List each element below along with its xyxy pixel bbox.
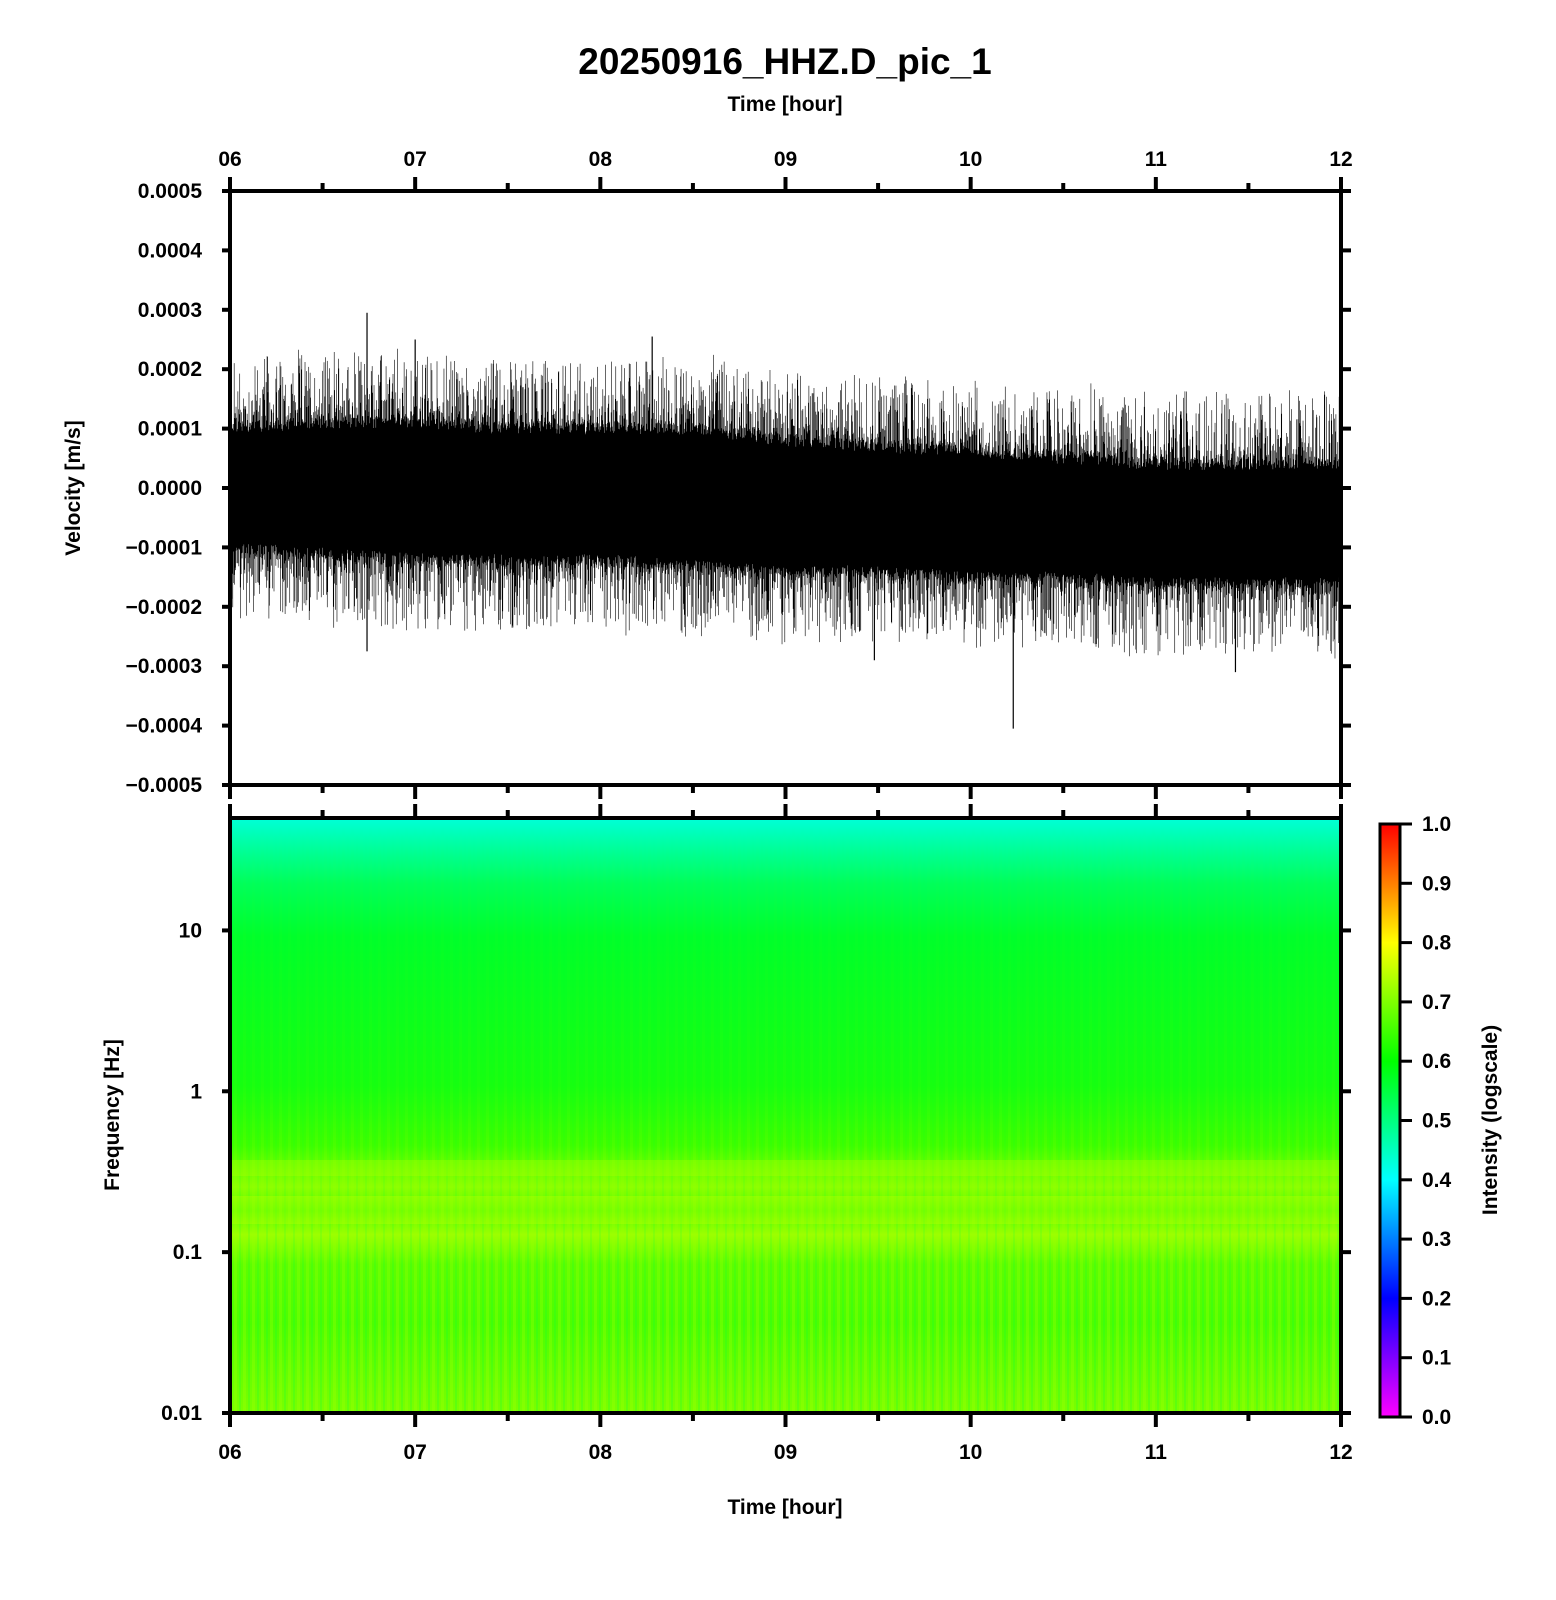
bottom-x-tick-label: 12 <box>1329 1441 1352 1464</box>
frequency-axis-label: Frequency [Hz] <box>101 1039 124 1191</box>
waveform-panel: 06 07 08 09 10 11 12 0.00050.00040.00030.00020… <box>126 148 1353 799</box>
frequency-tick-label: 10 <box>179 919 202 942</box>
colorbar-ticks <box>1400 822 1412 1419</box>
velocity-tick-label: 0.0004 <box>138 239 203 262</box>
velocity-tick-label: 0.0003 <box>138 299 202 322</box>
colorbar-tick-labels: 1.0 0.9 0.8 0.7 0.6 0.5 0.4 0.3 0.2 0.1 0.0 <box>1422 813 1452 1429</box>
bottom-x-tick-label: 08 <box>589 1441 613 1464</box>
velocity-tick-label: −0.0004 <box>126 715 203 738</box>
colorbar-tick-label: 0.1 <box>1422 1347 1452 1370</box>
colorbar-tick-label: 0.6 <box>1422 1050 1451 1073</box>
top-x-tick-label: 10 <box>959 148 982 171</box>
colorbar-label: Intensity (logscale) <box>1479 1025 1502 1215</box>
top-x-tick-label: 06 <box>218 148 241 171</box>
top-x-tick-label: 08 <box>589 148 613 171</box>
colorbar-tick-label: 0.2 <box>1422 1287 1451 1310</box>
frequency-tick-label: 1 <box>190 1080 202 1103</box>
velocity-tick-label: 0.0000 <box>138 477 202 500</box>
velocity-tick-label: 0.0002 <box>138 358 202 381</box>
colorbar-tick-label: 0.7 <box>1422 991 1451 1014</box>
top-x-tick-label: 12 <box>1329 148 1352 171</box>
colorbar-tick-label: 0.3 <box>1422 1228 1451 1251</box>
spectrogram-x-tick-labels: 06 07 08 09 10 11 12 <box>218 1441 1352 1464</box>
velocity-tick-label: −0.0003 <box>126 655 203 678</box>
colorbar-tick-label: 1.0 <box>1422 813 1451 836</box>
bottom-x-axis-label: Time [hour] <box>727 1496 842 1519</box>
top-x-axis-label: Time [hour] <box>727 93 842 116</box>
chart-title: 20250916_HHZ.D_pic_1 <box>578 41 991 82</box>
waveform-series <box>229 312 1342 729</box>
colorbar-tick-label: 0.9 <box>1422 872 1451 895</box>
waveform-frame <box>228 189 1343 787</box>
bottom-x-tick-label: 10 <box>959 1441 982 1464</box>
velocity-tick-label: −0.0001 <box>126 536 203 559</box>
bottom-x-tick-label: 09 <box>774 1441 797 1464</box>
waveform-envelope <box>230 428 1341 578</box>
colorbar: 1.0 0.9 0.8 0.7 0.6 0.5 0.4 0.3 0.2 0.1 0.0 <box>1378 813 1452 1429</box>
frequency-tick-label: 0.01 <box>161 1402 202 1425</box>
waveform-y-tick-labels: 0.0005 0.0004 0.0003 0.0002 0.0001 0.0000 −0.0… <box>126 180 203 797</box>
velocity-tick-label: −0.0002 <box>126 596 203 619</box>
bottom-x-tick-label: 11 <box>1145 1441 1168 1464</box>
spectrogram-y-tick-labels: 10 1 0.1 0.01 <box>161 919 202 1425</box>
velocity-axis-label: Velocity [m/s] <box>62 420 85 555</box>
frequency-tick-label: 0.1 <box>173 1241 203 1264</box>
colorbar-tick-label: 0.0 <box>1422 1406 1451 1429</box>
colorbar-tick-label: 0.8 <box>1422 932 1452 955</box>
waveform-x-tick-labels: 06 07 08 09 10 11 12 <box>218 148 1352 171</box>
top-x-tick-label: 09 <box>774 148 797 171</box>
bottom-x-tick-label: 06 <box>218 1441 241 1464</box>
velocity-tick-label: −0.0005 <box>126 774 203 797</box>
spectrogram-texture <box>230 818 1341 1413</box>
colorbar-tick-label: 0.4 <box>1422 1169 1452 1192</box>
spectrogram-frame <box>228 816 1343 1415</box>
velocity-tick-label: 0.0001 <box>138 418 203 441</box>
colorbar-frame <box>1378 822 1402 1419</box>
colorbar-gradient <box>1380 824 1400 1417</box>
colorbar-tick-label: 0.5 <box>1422 1110 1452 1133</box>
spectrogram-panel: 06 07 08 09 10 11 12 10 1 0.1 0.01 <box>161 804 1353 1464</box>
spectrogram-band-0p4hz <box>230 1160 1341 1176</box>
spectrogram-band-0p2hz <box>230 1196 1341 1224</box>
velocity-tick-label: 0.0005 <box>138 180 203 203</box>
top-x-tick-label: 11 <box>1145 148 1168 171</box>
bottom-x-tick-label: 07 <box>403 1441 426 1464</box>
top-x-tick-label: 07 <box>403 148 426 171</box>
